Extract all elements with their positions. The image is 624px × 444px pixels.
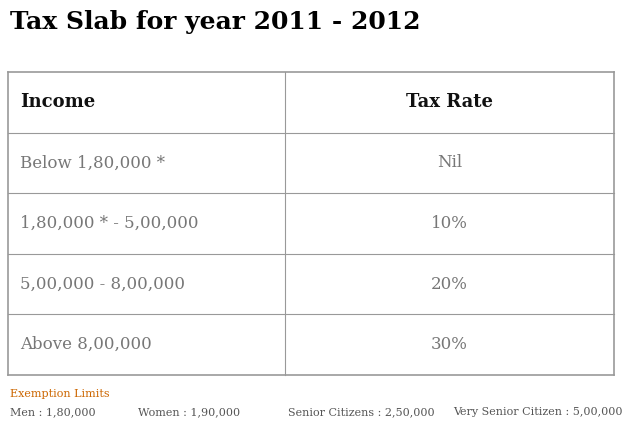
Text: Exemption Limits: Exemption Limits xyxy=(10,389,110,399)
Text: Nil: Nil xyxy=(437,155,462,171)
Text: 10%: 10% xyxy=(431,215,468,232)
Text: Income: Income xyxy=(20,93,95,111)
Text: Women : 1,90,000: Women : 1,90,000 xyxy=(138,407,240,417)
Text: 1,80,000 * - 5,00,000: 1,80,000 * - 5,00,000 xyxy=(20,215,198,232)
Text: Below 1,80,000 *: Below 1,80,000 * xyxy=(20,155,165,171)
Text: Men : 1,80,000: Men : 1,80,000 xyxy=(10,407,95,417)
Text: 20%: 20% xyxy=(431,276,468,293)
Text: 5,00,000 - 8,00,000: 5,00,000 - 8,00,000 xyxy=(20,276,185,293)
Text: Tax Slab for year 2011 - 2012: Tax Slab for year 2011 - 2012 xyxy=(10,10,421,34)
Text: 30%: 30% xyxy=(431,336,468,353)
Text: Above 8,00,000: Above 8,00,000 xyxy=(20,336,152,353)
Text: Very Senior Citizen : 5,00,000: Very Senior Citizen : 5,00,000 xyxy=(453,407,623,417)
Text: Tax Rate: Tax Rate xyxy=(406,93,493,111)
Text: Senior Citizens : 2,50,000: Senior Citizens : 2,50,000 xyxy=(288,407,435,417)
